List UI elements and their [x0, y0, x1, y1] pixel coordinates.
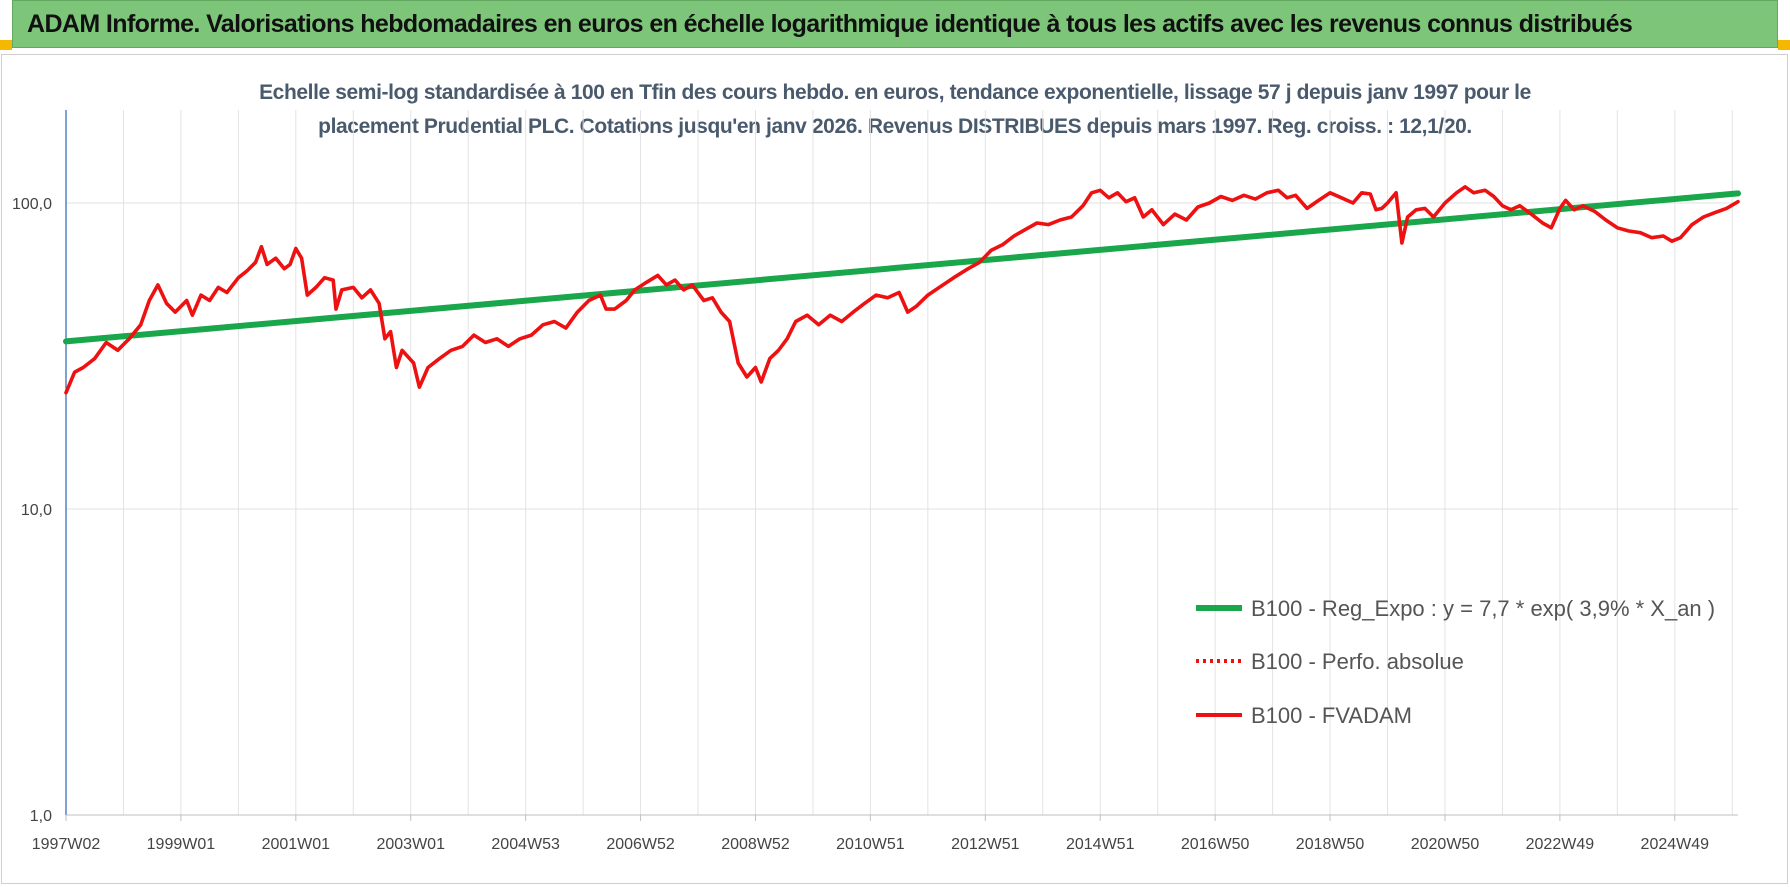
legend-label-perfo: B100 - Perfo. absolue [1251, 649, 1464, 674]
page-title: ADAM Informe. Valorisations hebdomadaire… [27, 10, 1633, 38]
corner-marker-top-left [0, 40, 12, 50]
series-line-trend [63, 190, 1741, 345]
chart-subtitle-line-2: placement Prudential PLC. Cotations jusq… [318, 115, 1472, 138]
x-tick-label: 1999W01 [147, 836, 216, 853]
x-tick-label: 2014W51 [1066, 836, 1135, 853]
x-tick-label: 2006W52 [606, 836, 675, 853]
legend-label-fvadam: B100 - FVADAM [1251, 703, 1412, 728]
series-line-fvadam [64, 185, 1740, 395]
title-banner: ADAM Informe. Valorisations hebdomadaire… [12, 0, 1778, 48]
corner-marker-top-right [1778, 40, 1790, 50]
legend-label-trend: B100 - Reg_Expo : y = 7,7 * exp( 3,9% * … [1251, 596, 1715, 621]
x-tick-labels: 1997W02 1999W01 2001W01 2003W01 2004W53 2006W… [32, 836, 1709, 853]
plot-border [1, 54, 1788, 884]
x-tick-label: 2012W51 [951, 836, 1020, 853]
x-tick-label: 2016W50 [1181, 836, 1250, 853]
x-tick-label: 2004W53 [491, 836, 560, 853]
x-tick-label: 2001W01 [262, 836, 331, 853]
x-tick-label: 2008W52 [721, 836, 790, 853]
y-tick-label: 100,0 [12, 196, 52, 213]
x-tick-label: 1997W02 [32, 836, 101, 853]
y-tick-label: 10,0 [21, 502, 52, 519]
x-tick-label: 2018W50 [1296, 836, 1365, 853]
y-tick-labels: 1,0 10,0 100,0 [12, 196, 52, 825]
series-layer [63, 185, 1741, 395]
x-tick-marks [65, 815, 1676, 821]
y-tick-label: 1,0 [30, 808, 52, 825]
x-tick-label: 2003W01 [376, 836, 445, 853]
legend: B100 - Reg_Expo : y = 7,7 * exp( 3,9% * … [1196, 596, 1715, 728]
x-tick-label: 2024W49 [1641, 836, 1710, 853]
x-tick-label: 2020W50 [1411, 836, 1480, 853]
x-tick-label: 2022W49 [1526, 836, 1595, 853]
chart-subtitle: Echelle semi-log standardisée à 100 en T… [180, 76, 1610, 144]
chart-subtitle-line-1: Echelle semi-log standardisée à 100 en T… [259, 81, 1531, 104]
x-tick-label: 2010W51 [836, 836, 905, 853]
